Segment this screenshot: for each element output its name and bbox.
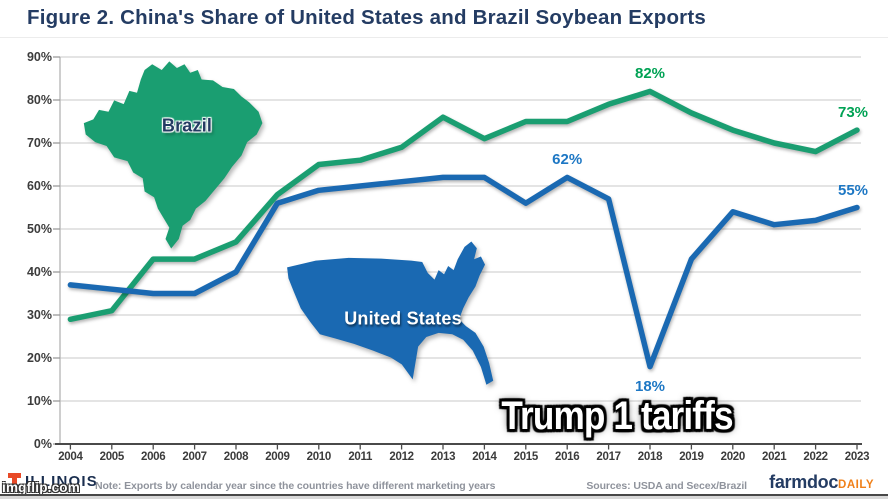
annotation-18pct: 18% [634,377,666,395]
x-axis-label: 2012 [389,451,414,463]
annotation-73pct: 73% [837,104,869,122]
y-axis-label: 70% [26,136,52,150]
x-axis-label: 2017 [596,451,621,463]
footer-note: Note: Exports by calendar year since the… [95,480,496,492]
y-axis-label: 60% [26,179,52,193]
y-axis-label: 10% [26,394,52,408]
annotation-55pct: 55% [837,181,869,199]
illinois-logo: ILLINOIS [8,473,98,490]
y-axis-label: 90% [26,50,52,64]
brazil-map-silhouette [83,61,263,249]
annotation-62pct: 62% [552,151,583,169]
y-axis-label: 40% [26,265,52,279]
farmdoc-daily-logo: farmdoc DAILY [769,472,874,493]
meme-caption: Trump 1 tariffs [501,394,733,438]
y-axis-label: 50% [26,222,52,236]
x-axis-label: 2013 [430,451,456,463]
x-axis-label: 2007 [182,451,207,463]
chart-title: Figure 2. China's Share of United States… [27,6,706,29]
x-axis-label: 2011 [348,451,373,463]
footer-sources: Sources: USDA and Secex/Brazil [586,480,747,492]
illinois-block-i-icon [8,473,21,490]
x-axis-label: 2020 [720,451,746,463]
x-axis-label: 2006 [140,451,166,463]
x-axis-label: 2004 [58,451,83,463]
series-line-united-states [67,174,860,370]
series-line-brazil [67,88,860,323]
y-axis-label: 80% [26,93,52,107]
illinois-logo-text: ILLINOIS [25,473,98,490]
bottom-bar [0,494,888,499]
brazil-map-label: Brazil [161,115,213,136]
annotation-82pct: 82% [634,65,666,83]
us-map-label: United States [344,308,462,329]
x-axis-label: 2019 [679,451,704,463]
x-axis-label: 2010 [306,451,332,463]
x-axis-label: 2008 [223,451,249,463]
x-axis-label: 2015 [513,451,539,463]
x-axis-label: 2005 [99,451,125,463]
farmdoc-logo-text: farmdoc [769,472,839,492]
x-axis-label: 2018 [637,451,663,463]
farmdoc-daily-suffix: DAILY [838,479,874,491]
y-axis-label: 0% [33,437,52,451]
x-axis-label: 2014 [472,451,497,463]
y-axis-label: 20% [26,351,52,365]
x-axis-label: 2009 [265,451,290,463]
x-axis-label: 2021 [761,451,787,463]
y-axis-label: 30% [26,308,52,322]
x-axis-label: 2023 [844,451,870,463]
title-divider [0,37,888,38]
imgflip-watermark: imgflip.com [2,480,80,495]
us-map-silhouette [287,241,494,385]
x-axis-label: 2022 [803,451,828,463]
x-axis-label: 2016 [554,451,580,463]
